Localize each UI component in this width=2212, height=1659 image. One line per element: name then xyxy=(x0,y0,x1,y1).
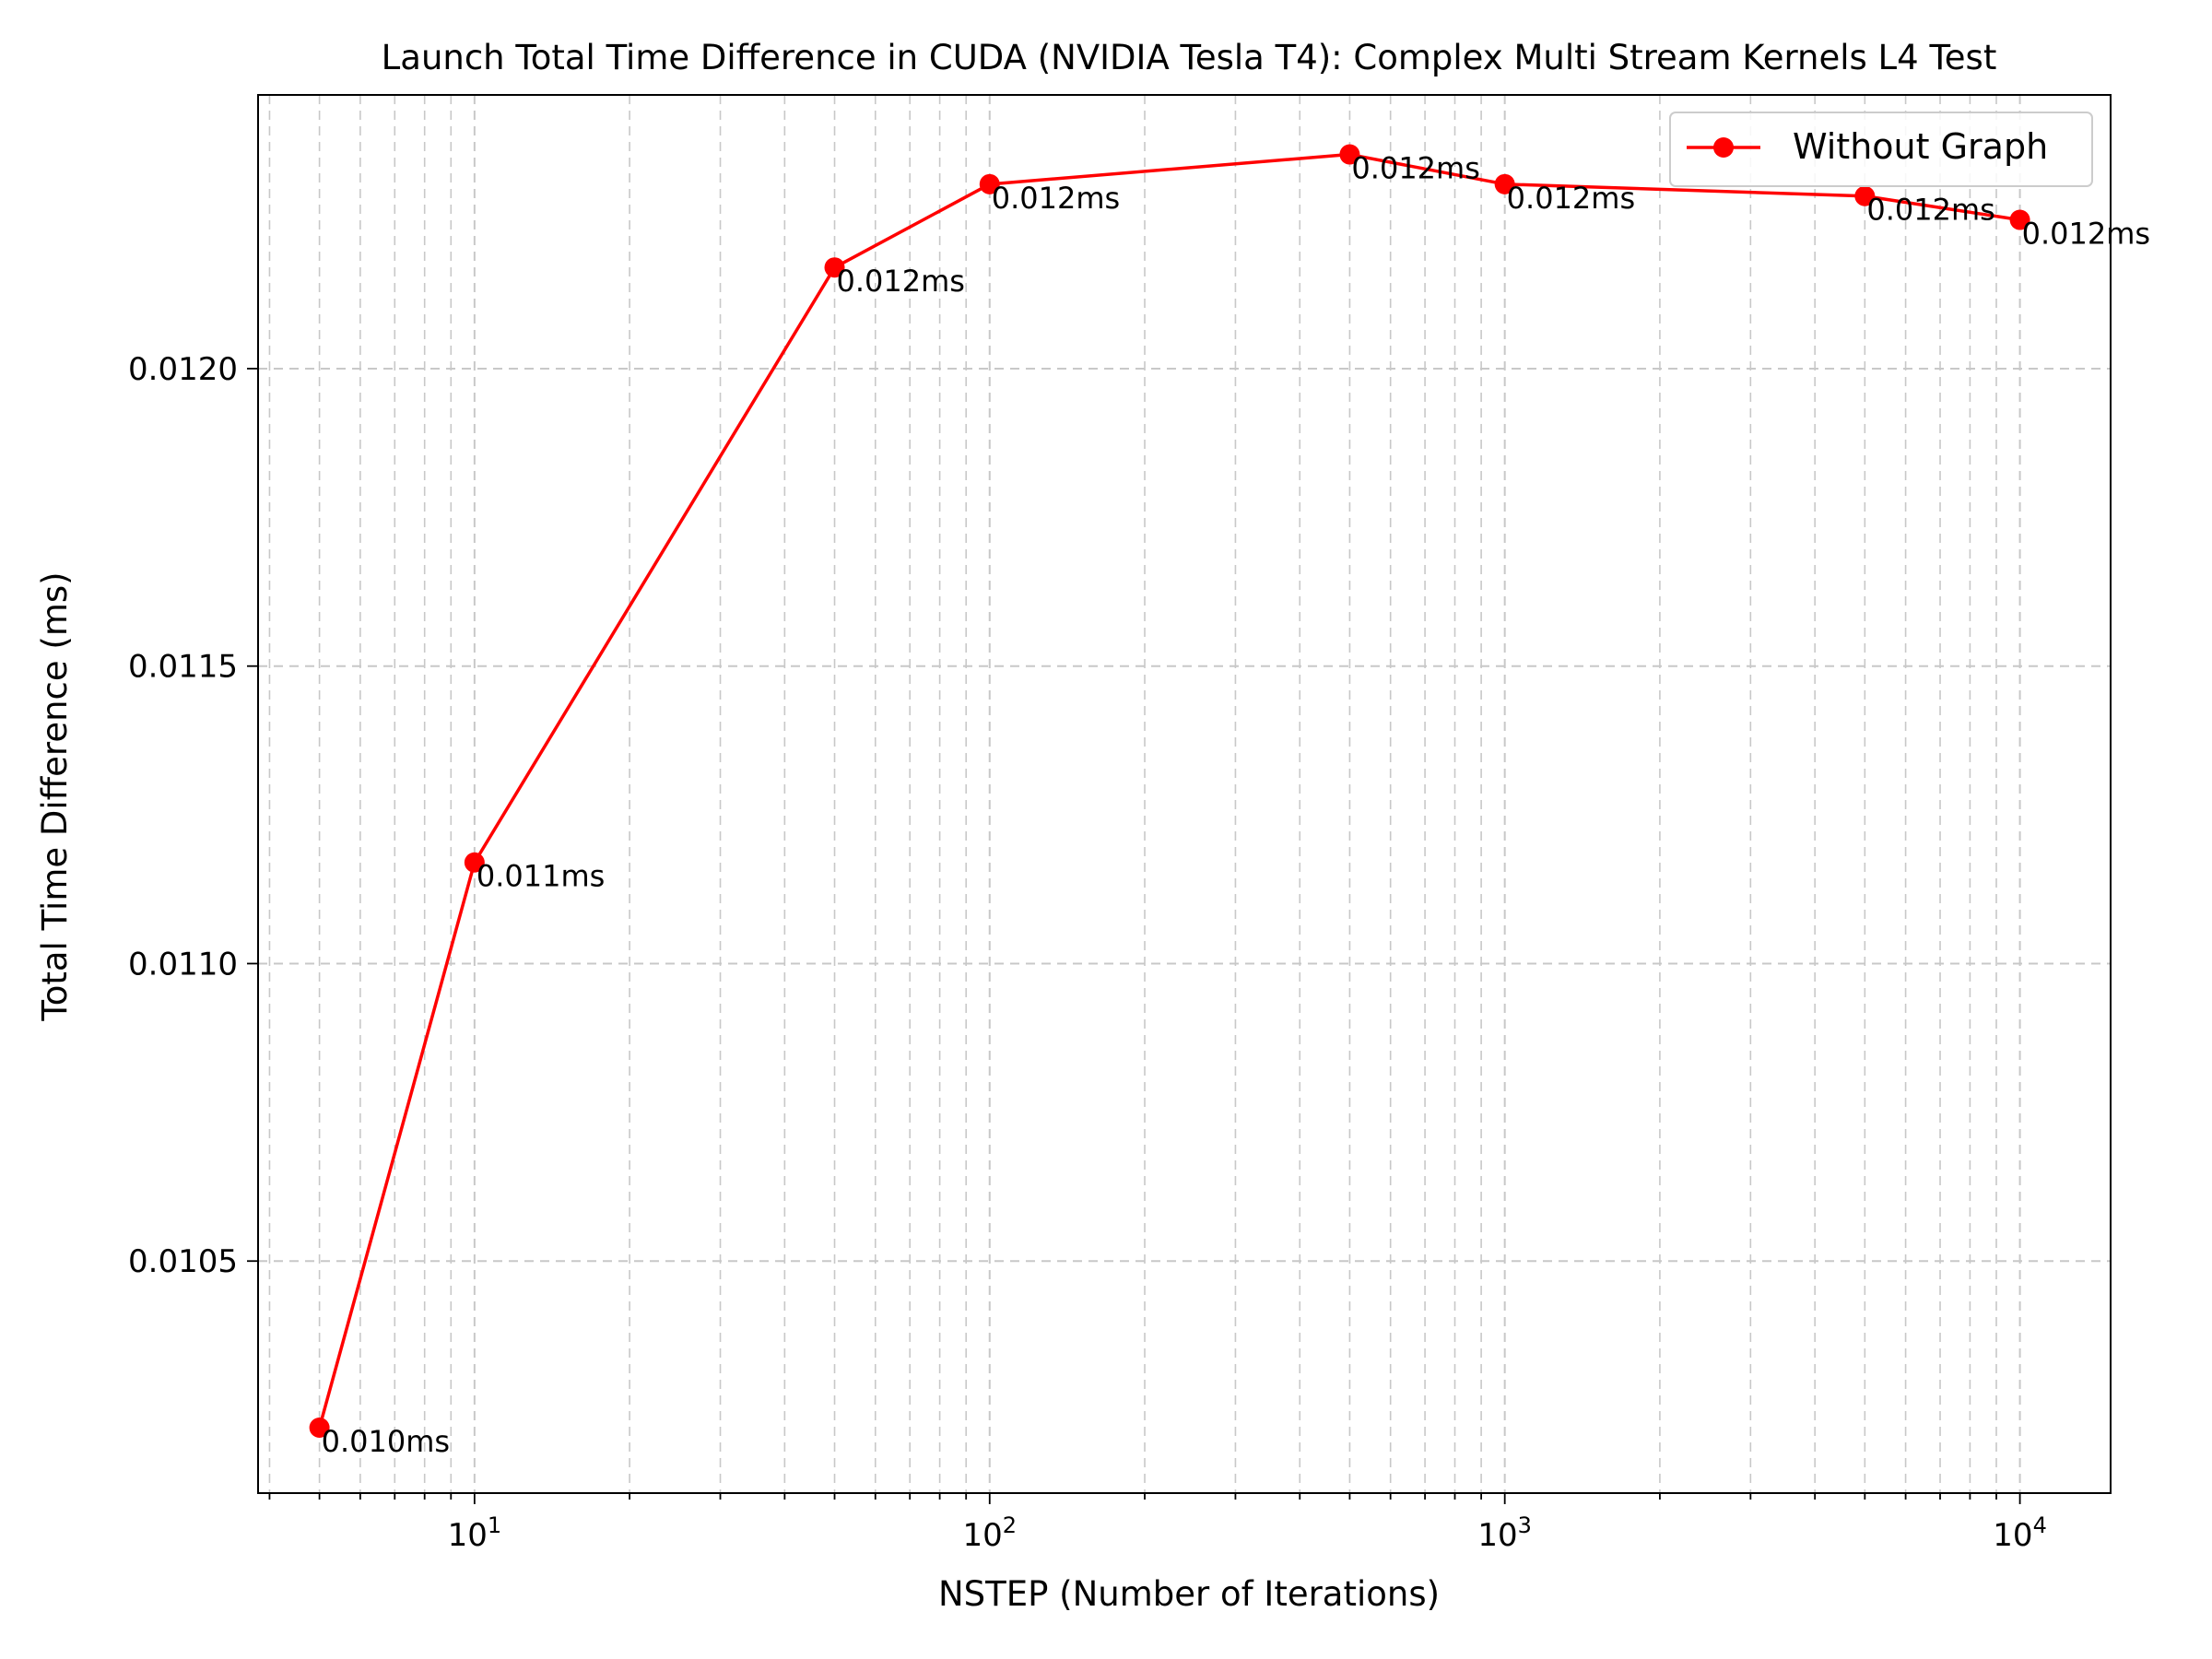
data-point xyxy=(2009,209,2030,230)
data-label: 0.012ms xyxy=(992,181,1120,216)
data-point xyxy=(464,852,485,873)
data-label: 0.010ms xyxy=(322,1424,450,1459)
data-point xyxy=(1854,185,1876,206)
data-point xyxy=(1494,173,1515,194)
x-tick-base: 10 xyxy=(962,1517,1002,1554)
data-label: 0.012ms xyxy=(1507,181,1635,216)
legend-label: Without Graph xyxy=(1793,126,2048,167)
y-tick-label: 0.0110 xyxy=(128,946,238,982)
x-tick-label: 101 xyxy=(448,1512,502,1554)
x-axis-label: NSTEP (Number of Iterations) xyxy=(938,1574,1440,1614)
x-tick-label: 103 xyxy=(1477,1512,1532,1554)
series-group xyxy=(309,144,2030,1438)
chart-title: Launch Total Time Difference in CUDA (NV… xyxy=(382,38,1997,77)
y-axis-ticks: 0.0105 0.0110 0.0115 0.0120 xyxy=(128,351,258,1280)
x-tick-exponent: 3 xyxy=(1518,1512,1532,1538)
series-line xyxy=(317,152,2020,1429)
data-point xyxy=(824,257,845,278)
legend-box xyxy=(1669,112,2093,187)
plot-frame xyxy=(257,94,2112,1494)
x-tick-base: 10 xyxy=(1993,1517,2032,1554)
data-label: 0.011ms xyxy=(477,859,605,894)
x-tick-exponent: 4 xyxy=(2033,1512,2047,1538)
x-tick-base: 10 xyxy=(1477,1517,1517,1554)
y-tick-label: 0.0105 xyxy=(128,1243,238,1280)
x-tick-exponent: 1 xyxy=(488,1512,501,1538)
grid-lines xyxy=(258,95,2111,1493)
x-tick-label: 102 xyxy=(962,1512,1017,1554)
data-label: 0.012ms xyxy=(1866,193,1994,228)
data-point xyxy=(1339,144,1360,165)
y-tick-label: 0.0120 xyxy=(128,351,238,388)
data-label: 0.012ms xyxy=(1351,151,1479,186)
x-tick-label: 104 xyxy=(1993,1512,2047,1554)
x-tick-exponent: 2 xyxy=(1003,1512,1017,1538)
data-point xyxy=(979,173,1000,194)
x-axis-ticks: 101 102 103 104 xyxy=(268,1493,2047,1554)
data-labels: 0.010ms 0.011ms 0.012ms 0.012ms 0.012ms 0.012… xyxy=(322,151,2150,1459)
data-label: 0.012ms xyxy=(837,264,965,299)
x-tick-base: 10 xyxy=(448,1517,488,1554)
data-label: 0.012ms xyxy=(2022,217,2150,252)
legend: Without Graph xyxy=(1669,112,2093,187)
data-point xyxy=(309,1417,330,1438)
legend-marker-sample xyxy=(1713,137,1734,158)
y-tick-label: 0.0115 xyxy=(128,649,238,686)
y-axis-label: Total Time Difference (ms) xyxy=(35,571,75,1021)
